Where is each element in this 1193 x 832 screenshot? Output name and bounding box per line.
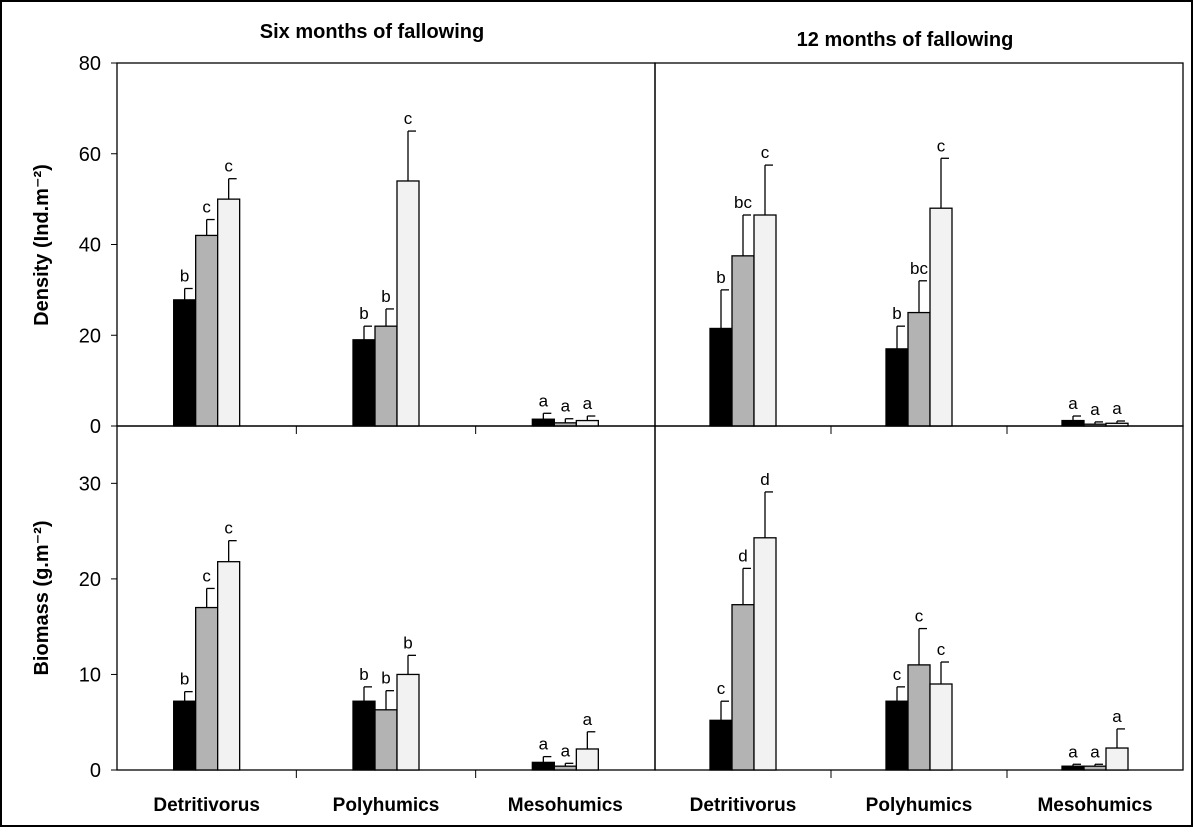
- significance-letter: a: [1112, 399, 1122, 418]
- bar: [709, 719, 733, 771]
- significance-letter: a: [1090, 742, 1100, 761]
- bar: [907, 311, 931, 427]
- category-label: Detritivorus: [153, 795, 260, 816]
- significance-letter: a: [1068, 394, 1078, 413]
- bar: [731, 255, 755, 427]
- bar: [173, 299, 197, 427]
- panel-title-twelve-months: 12 months of fallowing: [797, 29, 1014, 51]
- category-label: Mesohumics: [1037, 795, 1152, 816]
- y-axis-label-density-text: Density (Ind.m⁻²): [31, 164, 53, 326]
- y-tick-label: 20: [79, 325, 101, 347]
- significance-letter: c: [224, 157, 233, 176]
- significance-letter: c: [717, 679, 726, 698]
- significance-letter: b: [381, 287, 390, 306]
- significance-letter: b: [403, 633, 412, 652]
- significance-letter: c: [915, 607, 924, 626]
- bar: [374, 709, 398, 771]
- significance-letter: a: [561, 397, 571, 416]
- bar: [396, 673, 420, 771]
- category-label: Detritivorus: [690, 795, 797, 816]
- bar: [709, 327, 733, 427]
- category-label: Mesohumics: [508, 795, 623, 816]
- significance-letter: a: [539, 735, 549, 754]
- bar: [531, 418, 555, 427]
- significance-letter: b: [892, 304, 901, 323]
- bar: [1083, 765, 1107, 771]
- bar: [575, 748, 599, 771]
- significance-letter: b: [359, 665, 368, 684]
- bar: [885, 348, 909, 427]
- significance-letter: a: [1090, 400, 1100, 419]
- significance-letter: c: [937, 136, 946, 155]
- y-axis-label-biomass: Biomass (g.m⁻²): [31, 520, 53, 675]
- bar: [195, 234, 219, 427]
- significance-letter: c: [224, 519, 233, 538]
- bar: [173, 700, 197, 771]
- significance-letter: c: [893, 665, 902, 684]
- significance-letter: c: [404, 109, 413, 128]
- y-tick-label: 40: [79, 235, 101, 257]
- panel-title-six-months: Six months of fallowing: [260, 21, 484, 43]
- bar: [907, 664, 931, 771]
- bar: [753, 537, 777, 771]
- y-axis-label-density: Density (Ind.m⁻²): [31, 164, 53, 326]
- significance-letter: a: [583, 710, 593, 729]
- significance-letter: a: [561, 741, 571, 760]
- bar: [575, 419, 599, 427]
- y-tick-label: 0: [90, 760, 101, 782]
- significance-letter: bc: [734, 193, 752, 212]
- y-tick-label: 10: [79, 664, 101, 686]
- significance-letter: c: [761, 143, 770, 162]
- bar: [195, 606, 219, 771]
- bar: [929, 207, 953, 427]
- significance-letter: c: [202, 198, 211, 217]
- bar: [352, 700, 376, 771]
- category-label: Polyhumics: [866, 795, 973, 816]
- significance-letter: bc: [910, 259, 928, 278]
- bar: [929, 683, 953, 771]
- bar: [374, 325, 398, 427]
- bar: [396, 180, 420, 427]
- significance-letter: a: [583, 394, 593, 413]
- significance-letter: c: [937, 640, 946, 659]
- significance-letter: b: [180, 267, 189, 286]
- significance-letter: a: [539, 391, 549, 410]
- significance-letter: a: [1068, 742, 1078, 761]
- bar: [753, 214, 777, 427]
- significance-letter: d: [760, 470, 769, 489]
- significance-letter: b: [716, 268, 725, 287]
- bar: [217, 561, 241, 771]
- bar: [531, 761, 555, 771]
- y-tick-label: 20: [79, 569, 101, 591]
- bar: [553, 765, 577, 771]
- significance-letter: c: [202, 566, 211, 585]
- bar: [1061, 419, 1085, 427]
- significance-letter: a: [1112, 707, 1122, 726]
- bar: [217, 198, 241, 427]
- bar: [885, 700, 909, 771]
- y-tick-label: 30: [79, 473, 101, 495]
- bar: [731, 604, 755, 771]
- y-tick-label: 60: [79, 144, 101, 166]
- category-label: Polyhumics: [333, 795, 440, 816]
- significance-letter: b: [381, 669, 390, 688]
- significance-letter: d: [738, 546, 747, 565]
- significance-letter: b: [359, 304, 368, 323]
- y-axis-label-biomass-text: Biomass (g.m⁻²): [31, 520, 53, 675]
- bar: [1105, 747, 1129, 771]
- bar: [1061, 765, 1085, 771]
- y-tick-label: 0: [90, 416, 101, 438]
- significance-letter: b: [180, 670, 189, 689]
- y-tick-label: 80: [79, 53, 101, 75]
- bar: [352, 339, 376, 427]
